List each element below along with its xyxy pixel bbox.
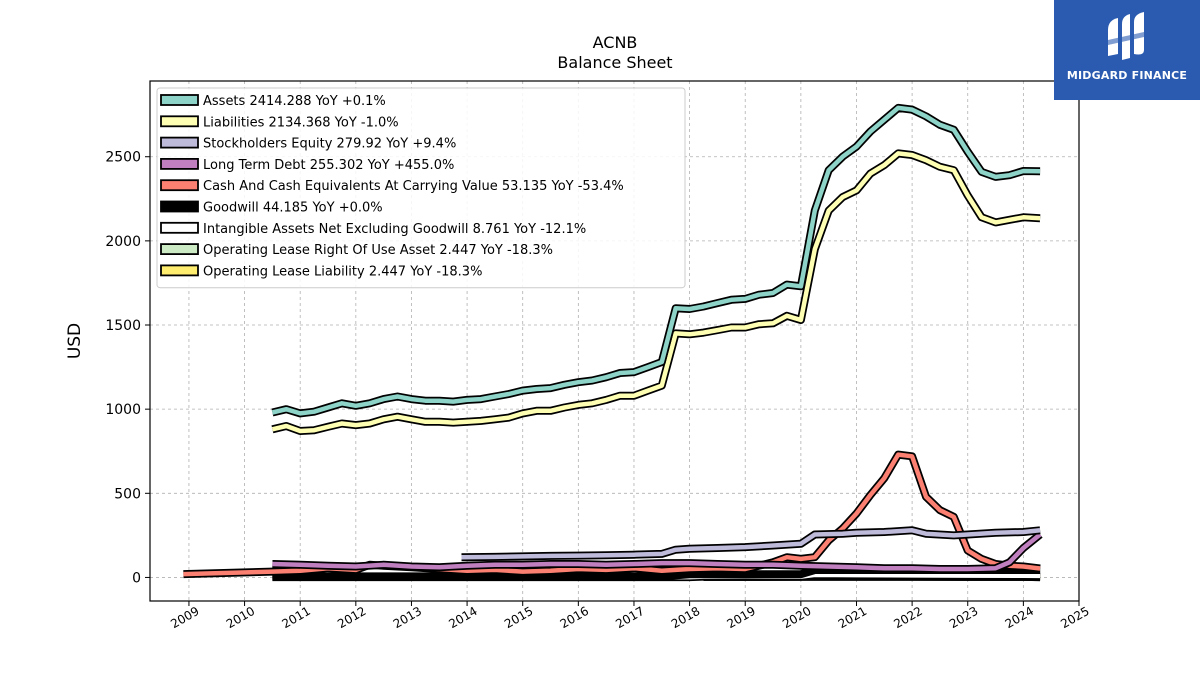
y-tick-label: 0 [132, 570, 141, 586]
x-tick-label: 2025 [1058, 604, 1091, 631]
y-tick-label: 500 [114, 486, 141, 502]
chart-title: ACNB [593, 33, 638, 52]
series-line [271, 151, 1041, 434]
x-tick-label: 2009 [168, 604, 201, 631]
legend-label: Intangible Assets Net Excluding Goodwill… [203, 222, 586, 237]
x-tick-label: 2018 [669, 604, 702, 631]
midgard-finance-logo: MIDGARD FINANCE [1054, 0, 1200, 100]
series-line [461, 528, 1041, 560]
legend-swatch [160, 136, 199, 149]
series-line [272, 532, 1042, 572]
x-tick-label: 2014 [446, 604, 479, 631]
legend-swatch [160, 115, 199, 128]
legend-label: Stockholders Equity 279.92 YoY +9.4% [203, 137, 456, 152]
x-tick-label: 2021 [836, 604, 869, 631]
y-tick-label: 1000 [105, 402, 141, 418]
legend-swatch [160, 179, 199, 192]
legend-label: Cash And Cash Equivalents At Carrying Va… [203, 179, 624, 194]
logo-mark-icon [1108, 12, 1144, 60]
x-tick-label: 2013 [391, 604, 424, 631]
legend-label: Liabilities 2134.368 YoY -1.0% [203, 115, 399, 130]
y-axis-label: USD [65, 323, 85, 359]
legend-swatch [160, 243, 199, 256]
y-tick-label: 2000 [105, 234, 141, 250]
y-tick-label: 1500 [105, 318, 141, 334]
x-tick-label: 2010 [224, 604, 257, 631]
legend-label: Goodwill 44.185 YoY +0.0% [203, 201, 383, 216]
logo-text: MIDGARD FINANCE [1066, 69, 1188, 82]
legend-label: Assets 2414.288 YoY +0.1% [203, 94, 386, 109]
legend-swatch [160, 157, 199, 170]
legend-swatch [160, 264, 199, 277]
legend-swatch [160, 200, 199, 213]
x-tick-label: 2024 [1003, 604, 1036, 631]
chart-subtitle: Balance Sheet [557, 53, 672, 72]
legend-swatch [160, 221, 199, 234]
x-tick-label: 2011 [279, 604, 312, 631]
legend-label: Operating Lease Right Of Use Asset 2.447… [203, 243, 553, 258]
legend-label: Operating Lease Liability 2.447 YoY -18.… [203, 264, 482, 279]
x-tick-label: 2017 [613, 604, 646, 631]
x-tick-label: 2015 [502, 604, 535, 631]
plot-frame [149, 80, 1080, 602]
x-tick-label: 2019 [725, 604, 758, 631]
legend-label: Long Term Debt 255.302 YoY +455.0% [203, 158, 454, 173]
legend-box [156, 87, 686, 289]
x-tick-label: 2022 [891, 604, 924, 631]
x-tick-label: 2023 [947, 604, 980, 631]
x-tick-label: 2012 [335, 604, 368, 631]
legend-swatch [160, 94, 199, 106]
x-tick-label: 2016 [558, 604, 591, 631]
series-line [271, 105, 1041, 416]
x-tick-label: 2020 [780, 604, 813, 631]
y-tick-label: 2500 [105, 150, 141, 166]
